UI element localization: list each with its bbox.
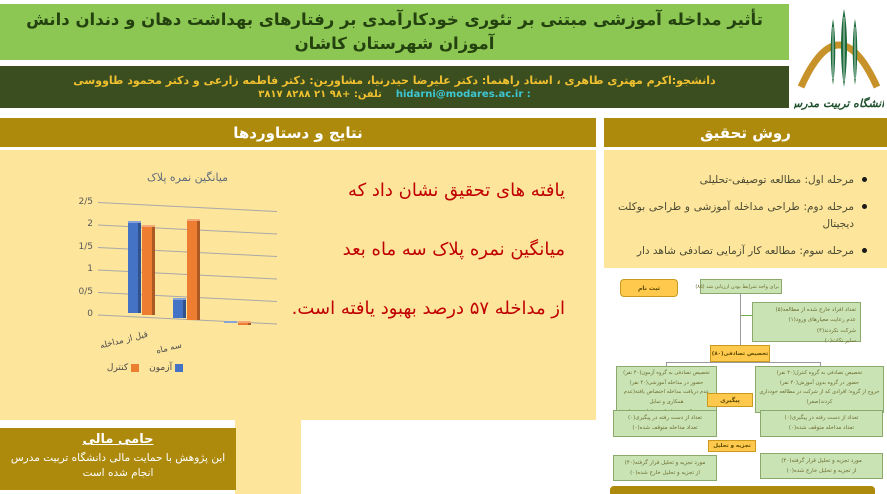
finding-line1: یافته های تحقیق نشان داد که: [347, 180, 565, 201]
phone-number: تلفن: +۹۸ ۲۱ ۸۲۸۸ ۳۸۱۷: [258, 89, 382, 100]
excluded-line: سایر نکات(۰): [824, 338, 856, 345]
authors-bar: دانشجو:اکرم مهتری طاهری ، استاد راهنما: …: [0, 66, 789, 108]
chart-bar-آزمون-2: [224, 320, 237, 323]
flow-followup-label: پیگیری: [707, 393, 753, 407]
plaque-score-chart: میانگین نمره پلاک آزمون کنترل 0 0/5 1 1/5 2 2…: [5, 155, 290, 400]
sponsor-text: این پژوهش با حمایت مالی دانشگاه تربیت مد…: [10, 452, 226, 480]
poster-title-line2: آموزان شهرستان کاشان: [294, 34, 495, 53]
legend-item-control: کنترل: [106, 363, 140, 373]
bullet-dot-icon: [862, 177, 867, 182]
y-axis-tick: 2: [87, 219, 93, 229]
chart-bar-کنترل-2: [238, 321, 251, 325]
control-group-line: خروج از گروه؛ افرادی که از شرکت در مطالع…: [759, 389, 880, 396]
next-section-header-partial: [610, 486, 875, 494]
test-group-line: عدم دریافت مداخله اختصاص یافته(عدم همکار…: [623, 389, 710, 405]
flow-test-group-box: تخصیص تصادفی به گروه آزمون(۴۰ نفر) حضور …: [616, 366, 717, 416]
legend-swatch-test: [175, 363, 184, 372]
finding-line2: میانگین نمره پلاک سه ماه بعد: [342, 239, 565, 260]
university-logo: دانشگاه تربیت مدرس: [793, 2, 885, 118]
legend-label-control: کنترل: [106, 363, 129, 373]
analysis-line: مورد تجزیه و تحلیل قرار گرفته(۴۰): [624, 460, 706, 466]
chart-bar-کنترل-0: [142, 225, 155, 315]
excluded-line: عدم رعایت معیارهای ورود(۱): [788, 317, 856, 324]
method-bullet-3: مرحله سوم: مطالعه کار آزمایی تصادفی شاهد…: [618, 243, 867, 259]
y-axis-tick: 0/5: [78, 286, 93, 297]
flow-followup-left-box: تعداد از دست رفته در پیگیری(۰) تعداد مدا…: [613, 410, 717, 437]
followup-line: تعداد از دست رفته در پیگیری(۰): [784, 415, 859, 421]
authors-line: دانشجو:اکرم مهتری طاهری ، استاد راهنما: …: [73, 74, 716, 87]
test-group-line: حضور در مداخله آموزشی(۴۰ نفر): [629, 379, 704, 386]
bullet-dot-icon: [862, 204, 867, 210]
legend-swatch-control: [131, 363, 140, 372]
y-axis-tick: 2/5: [78, 196, 93, 207]
email-link[interactable]: hidarni@modares.ac.ir :: [395, 89, 531, 100]
y-axis-tick: 0: [87, 309, 93, 319]
analysis-line: از تجزیه و تحلیل خارج شده(۰): [786, 468, 857, 475]
legend-item-test: آزمون: [149, 363, 184, 373]
flow-eligibility-box: برای واجد شرایط بودن ارزیابی شد (۸۵): [695, 279, 782, 294]
bullet-dot-icon: [862, 247, 867, 253]
chart-title: میانگین نمره پلاک: [146, 171, 229, 184]
control-group-line: حضور در گروه بدون آموزش(۴۰ نفر): [779, 379, 860, 386]
connector-arrow: [741, 315, 753, 316]
connector-line: [666, 362, 821, 363]
method-bullet-2: مرحله دوم: طراحی مداخله آموزشی و طراحی ب…: [618, 199, 867, 232]
method-bullet-2-text: مرحله دوم: طراحی مداخله آموزشی و طراحی ب…: [618, 201, 854, 230]
method-bullet-1: مرحله اول: مطالعه توصیفی-تحلیلی: [618, 172, 867, 188]
poster-title-banner: تأثیر مداخله آموزشی مبتنی بر تئوری خودکا…: [0, 4, 789, 60]
flow-analysis-right-box: مورد تجزیه و تحلیل قرار گرفته(۴۰) از تجز…: [760, 453, 883, 479]
flow-control-group-box: تخصیص تصادفی به گروه کنترل(۴۰ نفر) حضور …: [755, 366, 884, 413]
tarbiat-modares-logo-icon: دانشگاه تربیت مدرس: [794, 9, 884, 110]
followup-line: تعداد مداخله متوقف شده(۰): [632, 425, 698, 432]
test-group-line: تخصیص تصادفی به گروه آزمون(۴۰ نفر): [623, 370, 710, 376]
connector-line: [820, 362, 821, 366]
y-axis-tick: 1/5: [78, 241, 93, 252]
flow-allocation-label: تخصیص تصادفی(۸۰): [710, 345, 770, 362]
consort-flowchart: ثبت نام برای واجد شرایط بودن ارزیابی شد …: [603, 270, 887, 494]
method-bullet-3-text: مرحله سوم: مطالعه کار آزمایی تصادفی شاهد…: [636, 244, 854, 257]
control-group-line: کردند(صفر): [806, 398, 833, 405]
chart-bar-آزمون-1: [173, 297, 186, 318]
method-bullet-1-text: مرحله اول: مطالعه توصیفی-تحلیلی: [699, 174, 854, 186]
method-panel: مرحله اول: مطالعه توصیفی-تحلیلی مرحله دو…: [604, 150, 887, 268]
chart-bar-آزمون-0: [128, 220, 141, 313]
excluded-line: شرکت نکردند(۴): [816, 327, 856, 334]
finding-line3: از مداخله ۵۷ درصد بهبود یافته است.: [291, 298, 565, 319]
method-section-header: روش تحقیق: [604, 118, 887, 147]
sponsor-header: حامی مالی: [82, 432, 154, 447]
excluded-line: تعداد افراد خارج شده از مطالعه(۵): [775, 307, 856, 313]
flow-excluded-box: تعداد افراد خارج شده از مطالعه(۵) عدم رع…: [752, 302, 861, 344]
results-panel: میانگین نمره پلاک آزمون کنترل 0 0/5 1 1/5 2 2…: [0, 150, 596, 420]
flow-followup-right-box: تعداد از دست رفته در پیگیری(۰) تعداد مدا…: [760, 410, 883, 437]
analysis-line: مورد تجزیه و تحلیل قرار گرفته(۴۰): [781, 458, 862, 464]
logo-caption: دانشگاه تربیت مدرس: [794, 96, 884, 110]
y-axis-tick: 1: [87, 264, 93, 274]
followup-line: تعداد مداخله متوقف شده(۰): [788, 425, 855, 432]
sponsor-box: حامی مالی این پژوهش با حمایت مالی دانشگا…: [0, 428, 236, 490]
chart-legend: آزمون کنترل: [45, 363, 245, 373]
panel-yellow-tail: [235, 420, 301, 494]
connector-line: [666, 362, 667, 366]
legend-label-test: آزمون: [149, 363, 173, 373]
poster-title-line1: تأثیر مداخله آموزشی مبتنی بر تئوری خودکا…: [26, 10, 763, 30]
results-section-header: نتایج و دستاوردها: [0, 118, 596, 147]
flow-analysis-left-box: مورد تجزیه و تحلیل قرار گرفته(۴۰) از تجز…: [613, 455, 717, 481]
flow-analysis-label: تجزیه و تحلیل: [708, 440, 756, 452]
contact-row: hidarni@modares.ac.ir : تلفن: +۹۸ ۲۱ ۸۲۸…: [258, 89, 531, 100]
control-group-line: تخصیص تصادفی به گروه کنترل(۴۰ نفر): [776, 370, 863, 376]
followup-line: تعداد از دست رفته در پیگیری(۰): [628, 415, 702, 421]
findings-text: یافته های تحقیق نشان داد که میانگین نمره…: [291, 180, 587, 357]
flow-enrollment-label: ثبت نام: [620, 279, 678, 297]
analysis-line: از تجزیه و تحلیل خارج شده(۰): [630, 470, 700, 477]
connector-line: [740, 294, 741, 346]
chart-bar-کنترل-1: [187, 218, 200, 320]
